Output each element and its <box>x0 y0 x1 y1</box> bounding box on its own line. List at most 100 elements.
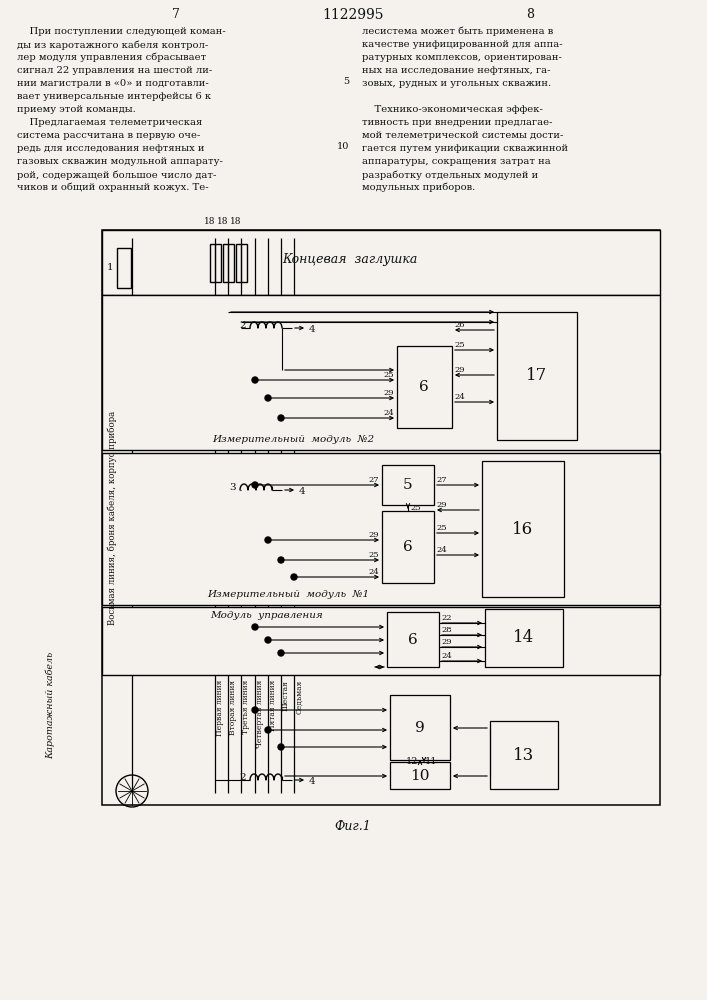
Text: 24: 24 <box>441 652 452 660</box>
Text: Четвертая линия: Четвертая линия <box>256 680 264 748</box>
Circle shape <box>265 727 271 733</box>
Text: 24: 24 <box>383 409 394 417</box>
Bar <box>390 762 450 789</box>
Text: 1122995: 1122995 <box>322 8 384 22</box>
Text: 25: 25 <box>368 551 379 559</box>
Text: 14: 14 <box>513 630 534 647</box>
Text: Восьмая линия, броня кабеля, корпус прибора: Восьмая линия, броня кабеля, корпус приб… <box>107 411 117 625</box>
Circle shape <box>291 574 297 580</box>
Text: 24: 24 <box>368 568 379 576</box>
Text: 18: 18 <box>230 217 242 226</box>
Text: Каротажный кабель: Каротажный кабель <box>45 651 54 759</box>
Text: Модуль  управления: Модуль управления <box>210 611 323 620</box>
Text: Седьмая: Седьмая <box>295 680 303 714</box>
Text: Шестая: Шестая <box>282 680 290 711</box>
Text: Первая линия: Первая линия <box>216 680 224 736</box>
Bar <box>223 244 234 282</box>
Text: При поступлении следующей коман-: При поступлении следующей коман- <box>17 27 226 36</box>
Text: 4: 4 <box>309 324 315 334</box>
Text: 27: 27 <box>368 476 379 484</box>
Text: Технико-экономическая эффек-: Технико-экономическая эффек- <box>362 105 543 114</box>
Text: 25: 25 <box>436 524 447 532</box>
Text: 10: 10 <box>337 142 349 151</box>
Text: Концевая  заглушка: Концевая заглушка <box>282 253 418 266</box>
Text: 24: 24 <box>436 546 447 554</box>
Bar <box>102 230 660 295</box>
Bar <box>485 609 563 667</box>
Text: сигнал 22 управления на шестой ли-: сигнал 22 управления на шестой ли- <box>17 66 212 75</box>
Text: 4: 4 <box>299 487 305 495</box>
Text: 10: 10 <box>410 769 430 783</box>
Text: качестве унифицированной для аппа-: качестве унифицированной для аппа- <box>362 40 563 49</box>
Text: 22: 22 <box>441 614 452 622</box>
Text: 7: 7 <box>172 8 180 21</box>
Bar <box>390 695 450 760</box>
Text: ратурных комплексов, ориентирован-: ратурных комплексов, ориентирован- <box>362 53 562 62</box>
Circle shape <box>265 537 271 543</box>
Circle shape <box>252 377 258 383</box>
Bar <box>102 230 660 805</box>
Text: вает универсальные интерфейсы 6 к: вает универсальные интерфейсы 6 к <box>17 92 211 101</box>
Text: 25: 25 <box>454 341 464 349</box>
Text: 11: 11 <box>425 756 438 766</box>
Text: 2: 2 <box>240 320 246 330</box>
Text: приему этой команды.: приему этой команды. <box>17 105 136 114</box>
Text: 6: 6 <box>419 380 429 394</box>
Text: чиков и общий охранный кожух. Те-: чиков и общий охранный кожух. Те- <box>17 183 209 192</box>
Bar <box>102 295 660 450</box>
Circle shape <box>278 744 284 750</box>
Circle shape <box>265 395 271 401</box>
Text: зовых, рудных и угольных скважин.: зовых, рудных и угольных скважин. <box>362 79 551 88</box>
Text: 28: 28 <box>441 626 452 634</box>
Text: Пятая линия: Пятая линия <box>269 680 277 731</box>
Text: 9: 9 <box>415 721 425 735</box>
Text: редь для исследования нефтяных и: редь для исследования нефтяных и <box>17 144 204 153</box>
Text: 26: 26 <box>454 321 464 329</box>
Text: 1: 1 <box>106 262 113 271</box>
Text: 6: 6 <box>403 540 413 554</box>
Bar <box>490 721 558 789</box>
Bar <box>397 346 452 428</box>
Text: Измерительный  модуль  №1: Измерительный модуль №1 <box>207 590 369 599</box>
Text: нии магистрали в «0» и подготавли-: нии магистрали в «0» и подготавли- <box>17 79 209 88</box>
Text: рой, содержащей большое число дат-: рой, содержащей большое число дат- <box>17 170 216 180</box>
Bar <box>482 461 564 597</box>
Text: 24: 24 <box>454 393 464 401</box>
Text: 5: 5 <box>403 478 413 492</box>
Text: 13: 13 <box>513 746 534 764</box>
Text: 27: 27 <box>436 476 447 484</box>
Bar <box>236 244 247 282</box>
Text: 25: 25 <box>383 371 394 379</box>
Text: газовых скважин модульной аппарату-: газовых скважин модульной аппарату- <box>17 157 223 166</box>
Text: ных на исследование нефтяных, га-: ных на исследование нефтяных, га- <box>362 66 551 75</box>
Text: 5: 5 <box>343 77 349 86</box>
Text: 29: 29 <box>436 501 447 509</box>
Circle shape <box>252 624 258 630</box>
Bar <box>382 465 434 505</box>
Circle shape <box>265 637 271 643</box>
Text: ды из каротажного кабеля контрол-: ды из каротажного кабеля контрол- <box>17 40 209 49</box>
Text: Третья линия: Третья линия <box>242 680 250 734</box>
Text: 8: 8 <box>526 8 534 21</box>
Text: 3: 3 <box>229 483 236 491</box>
Bar <box>387 612 439 667</box>
Text: 25: 25 <box>410 504 421 512</box>
Bar <box>117 248 131 288</box>
Text: система рассчитана в первую оче-: система рассчитана в первую оче- <box>17 131 200 140</box>
Text: разработку отдельных модулей и: разработку отдельных модулей и <box>362 170 538 180</box>
Text: 2: 2 <box>240 772 246 782</box>
Text: гается путем унификации скважинной: гается путем унификации скважинной <box>362 144 568 153</box>
Text: 16: 16 <box>513 520 534 538</box>
Text: лесистема может быть применена в: лесистема может быть применена в <box>362 27 554 36</box>
Text: Вторая линия: Вторая линия <box>229 680 237 735</box>
Text: Измерительный  модуль  №2: Измерительный модуль №2 <box>212 435 374 444</box>
Text: Предлагаемая телеметрическая: Предлагаемая телеметрическая <box>17 118 202 127</box>
Circle shape <box>252 482 258 488</box>
Circle shape <box>278 557 284 563</box>
Bar <box>497 312 577 440</box>
Text: 29: 29 <box>454 366 464 374</box>
Text: тивность при внедрении предлагае-: тивность при внедрении предлагае- <box>362 118 552 127</box>
Text: 29: 29 <box>368 531 379 539</box>
Bar <box>102 607 660 675</box>
Text: модульных приборов.: модульных приборов. <box>362 183 475 192</box>
